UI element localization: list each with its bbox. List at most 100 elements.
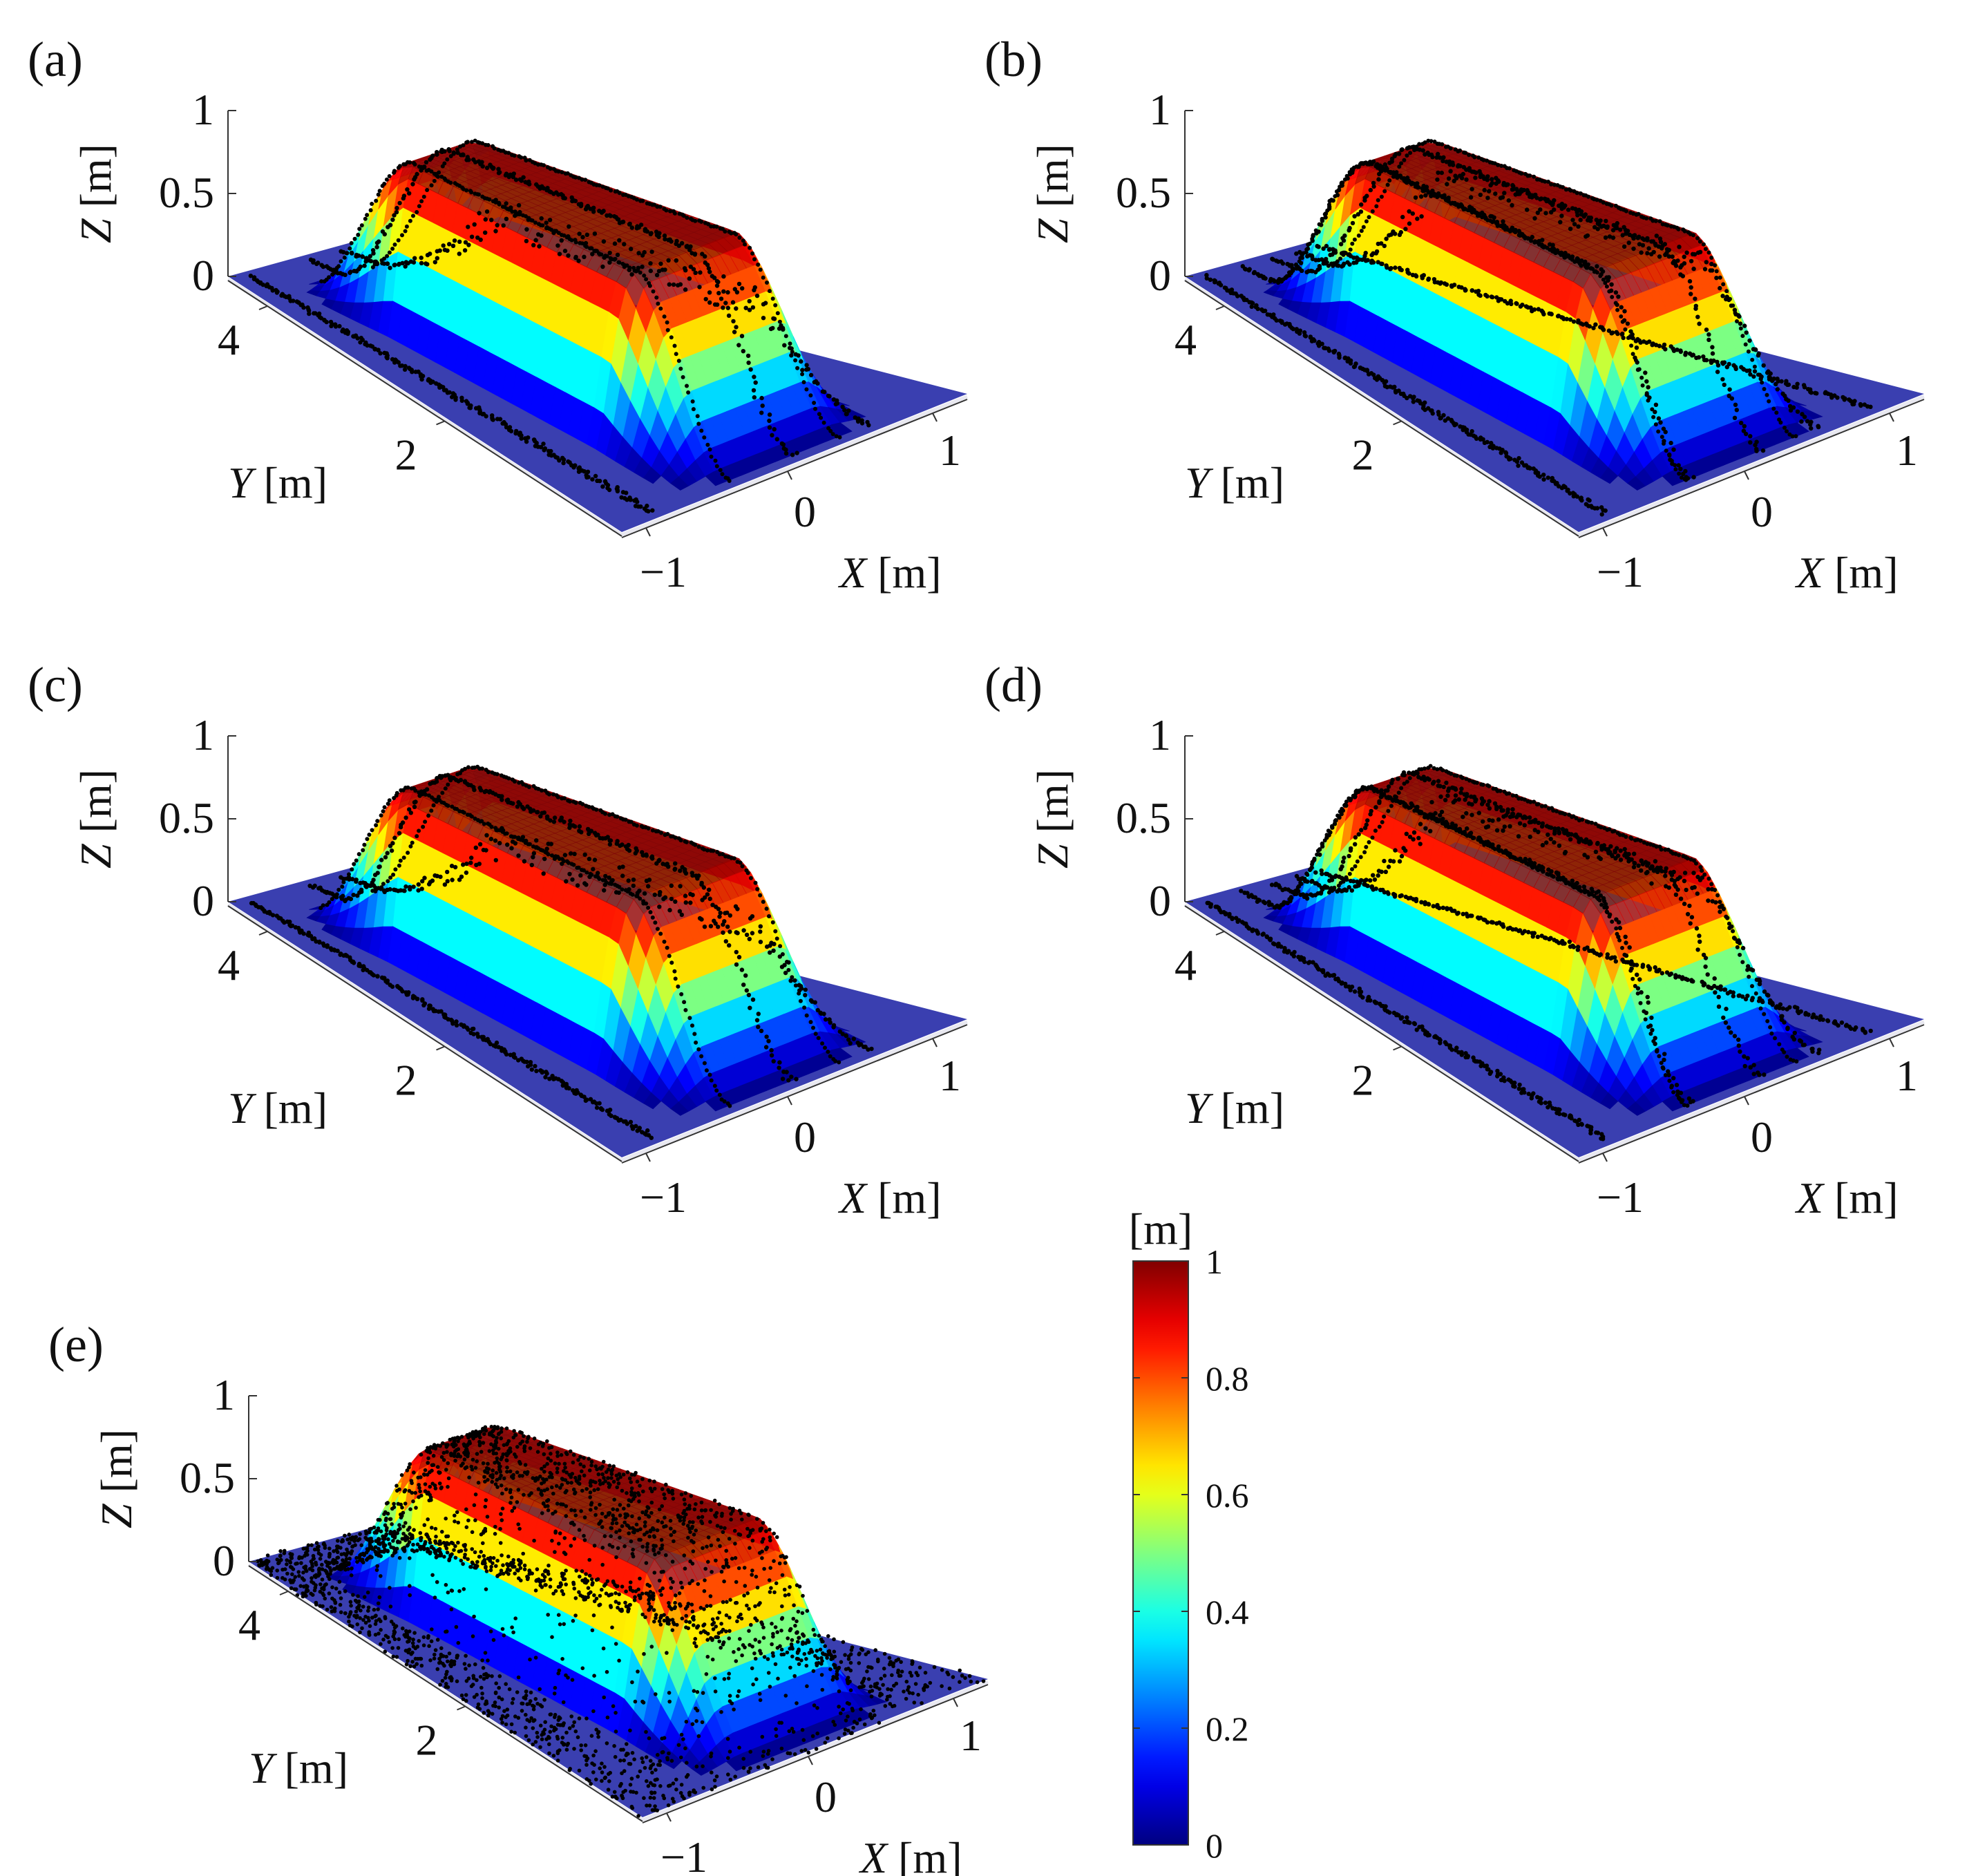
surface-cap bbox=[414, 768, 733, 896]
z-tick-label: 1 bbox=[1149, 710, 1171, 759]
y-tick-label: 4 bbox=[1175, 940, 1197, 989]
z-axis: 1 0.5 0 Z [m] bbox=[1028, 85, 1193, 300]
y-tick-label: 4 bbox=[1175, 315, 1197, 364]
x-axis: −1 0 1 X [m] bbox=[1578, 1024, 1925, 1222]
scan-points bbox=[256, 1425, 986, 1818]
colorbar-gradient bbox=[1132, 1260, 1189, 1846]
z-tick-label: 0.5 bbox=[159, 168, 214, 217]
x-axis-label: X [m] bbox=[1794, 1173, 1899, 1222]
x-tick-label: 1 bbox=[1896, 1051, 1918, 1100]
scan-points bbox=[249, 764, 874, 1140]
z-axis: 1 0.5 0 Z [m] bbox=[71, 710, 236, 925]
surface bbox=[1263, 767, 1823, 1116]
scan-points bbox=[248, 138, 871, 514]
z-tick-label: 0 bbox=[192, 876, 214, 925]
y-axis-label: Y [m] bbox=[228, 458, 327, 507]
panel-label: (d) bbox=[985, 657, 1043, 712]
colorbar-tick-label: 0.2 bbox=[1206, 1709, 1249, 1748]
z-tick-label: 1 bbox=[1149, 85, 1171, 134]
surface-cap bbox=[414, 142, 733, 271]
x-tick-label: 1 bbox=[1896, 426, 1918, 475]
x-tick-label: 0 bbox=[794, 1112, 816, 1162]
x-axis: −1 0 1 X [m] bbox=[1578, 399, 1925, 597]
y-axis: 4 2 Y [m] bbox=[238, 1565, 643, 1822]
x-tick-label: 1 bbox=[939, 426, 961, 475]
plate-edge bbox=[227, 902, 968, 1162]
y-axis-label: Y [m] bbox=[1185, 458, 1284, 507]
y-tick-label: 4 bbox=[238, 1600, 260, 1649]
z-axis-label: Z [m] bbox=[71, 769, 120, 869]
z-tick-label: 1 bbox=[192, 85, 214, 134]
x-axis: −1 0 1 X [m] bbox=[621, 399, 968, 597]
z-tick-label: 0.5 bbox=[159, 793, 214, 842]
y-tick-label: 2 bbox=[1352, 1056, 1374, 1105]
y-tick-label: 2 bbox=[416, 1716, 438, 1765]
scan-points bbox=[1204, 138, 1873, 517]
x-axis-label: X [m] bbox=[858, 1833, 962, 1876]
panel-4: 1 0.5 0 Z [m] 4 2 Y [m] −1 0 1 X [m] (d) bbox=[985, 657, 1925, 1222]
colorbar-tick-label: 0.8 bbox=[1206, 1359, 1249, 1398]
x-axis-label: X [m] bbox=[837, 548, 942, 597]
x-tick-label: −1 bbox=[640, 1173, 687, 1222]
x-axis: −1 0 1 X [m] bbox=[621, 1024, 968, 1222]
z-axis: 1 0.5 0 Z [m] bbox=[92, 1370, 257, 1585]
y-axis: 4 2 Y [m] bbox=[1175, 905, 1579, 1162]
x-axis-label: X [m] bbox=[1794, 548, 1899, 597]
surface bbox=[306, 142, 866, 491]
panel-label: (c) bbox=[28, 657, 83, 712]
z-tick-label: 0 bbox=[213, 1536, 235, 1585]
panel-2: 1 0.5 0 Z [m] 4 2 Y [m] −1 0 1 X [m] (b) bbox=[985, 32, 1925, 597]
panel-1: 1 0.5 0 Z [m] 4 2 Y [m] −1 0 1 X [m] (a) bbox=[28, 32, 968, 597]
z-axis-label: Z [m] bbox=[1028, 769, 1077, 869]
z-tick-label: 0.5 bbox=[1116, 168, 1171, 217]
scan-points bbox=[1205, 764, 1873, 1141]
y-tick-label: 4 bbox=[218, 940, 240, 989]
z-axis: 1 0.5 0 Z [m] bbox=[1028, 710, 1193, 925]
z-axis-label: Z [m] bbox=[92, 1429, 141, 1528]
colorbar-tick-label: 0 bbox=[1206, 1826, 1223, 1865]
y-tick-label: 2 bbox=[395, 1056, 417, 1105]
plate-edge bbox=[1183, 277, 1925, 537]
z-tick-label: 0.5 bbox=[180, 1453, 235, 1502]
z-axis-label: Z [m] bbox=[71, 144, 120, 243]
panel-5: 1 0.5 0 Z [m] 4 2 Y [m] −1 0 1 X [m] (e) bbox=[48, 1317, 989, 1876]
colorbar-unit: [m] bbox=[1129, 1204, 1192, 1253]
z-tick-label: 1 bbox=[192, 710, 214, 759]
y-axis-label: Y [m] bbox=[228, 1083, 327, 1133]
x-tick-label: −1 bbox=[1597, 547, 1644, 596]
surface bbox=[306, 767, 866, 1116]
y-axis: 4 2 Y [m] bbox=[218, 905, 622, 1162]
y-tick-label: 2 bbox=[1352, 430, 1374, 480]
plate-edge bbox=[1183, 902, 1925, 1162]
z-tick-label: 0 bbox=[1149, 251, 1171, 300]
z-tick-label: 0 bbox=[192, 251, 214, 300]
z-axis: 1 0.5 0 Z [m] bbox=[71, 85, 236, 300]
x-tick-label: 0 bbox=[794, 487, 816, 536]
panel-label: (b) bbox=[985, 32, 1043, 87]
z-tick-label: 0 bbox=[1149, 876, 1171, 925]
x-axis-label: X [m] bbox=[837, 1173, 942, 1222]
y-tick-label: 4 bbox=[218, 315, 240, 364]
plate-edge bbox=[247, 1562, 989, 1822]
y-axis: 4 2 Y [m] bbox=[218, 280, 622, 537]
y-tick-label: 2 bbox=[395, 430, 417, 480]
y-axis: 4 2 Y [m] bbox=[1175, 280, 1579, 537]
x-axis: −1 0 1 X [m] bbox=[642, 1684, 989, 1876]
colorbar: [m] 1 0.8 0.6 0.4 0.2 0 bbox=[1129, 1204, 1249, 1865]
colorbar-tick-label: 0.6 bbox=[1206, 1476, 1249, 1515]
panel-label: (a) bbox=[28, 32, 83, 87]
x-tick-label: −1 bbox=[1597, 1173, 1644, 1222]
x-tick-label: 0 bbox=[815, 1772, 837, 1821]
panel-label: (e) bbox=[48, 1317, 104, 1372]
colorbar-tick-label: 1 bbox=[1206, 1242, 1223, 1281]
y-axis-label: Y [m] bbox=[249, 1743, 348, 1792]
colorbar-tick-label: 0.4 bbox=[1206, 1593, 1249, 1631]
z-tick-label: 0.5 bbox=[1116, 793, 1171, 842]
x-tick-label: 1 bbox=[960, 1711, 982, 1760]
x-tick-label: −1 bbox=[640, 547, 687, 596]
plate-edge bbox=[227, 277, 968, 537]
z-axis-label: Z [m] bbox=[1028, 144, 1077, 243]
surface-cap bbox=[1371, 768, 1690, 896]
x-tick-label: 1 bbox=[939, 1051, 961, 1100]
